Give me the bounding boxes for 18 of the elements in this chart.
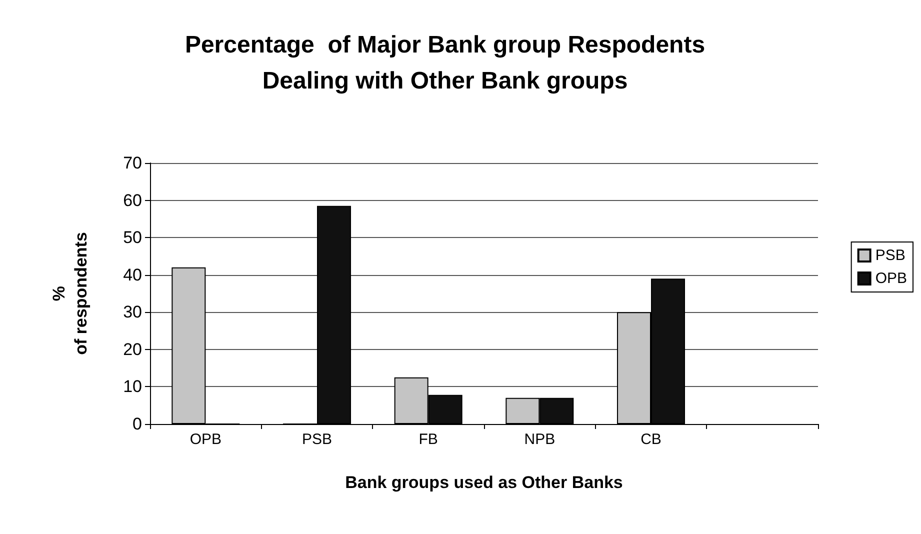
x-tick-label: CB [640, 431, 662, 448]
x-tick-label: OPB [190, 431, 222, 448]
y-tick-label: 60 [123, 190, 142, 210]
x-axis-title: Bank groups used as Other Banks [345, 473, 623, 492]
y-tick-label: 0 [132, 414, 142, 434]
y-tick-label: 20 [123, 340, 142, 359]
chart-title: Percentage of Major Bank group Respodents Dealing with Other Bank groups [184, 32, 706, 94]
legend-label: PSB [875, 247, 906, 264]
x-tick-label: NPB [524, 431, 556, 448]
y-tick-label: 40 [123, 265, 142, 284]
legend-label: OPB [875, 270, 908, 287]
y-axis-title: % of respondents [50, 232, 90, 355]
y-tick-label: 30 [123, 302, 142, 322]
y-tick-label: 50 [123, 228, 142, 248]
y-tick-label: 10 [123, 377, 142, 396]
y-tick-label: 70 [123, 154, 142, 172]
x-tick-label: FB [418, 431, 438, 448]
x-tick-label: PSB [302, 431, 332, 448]
